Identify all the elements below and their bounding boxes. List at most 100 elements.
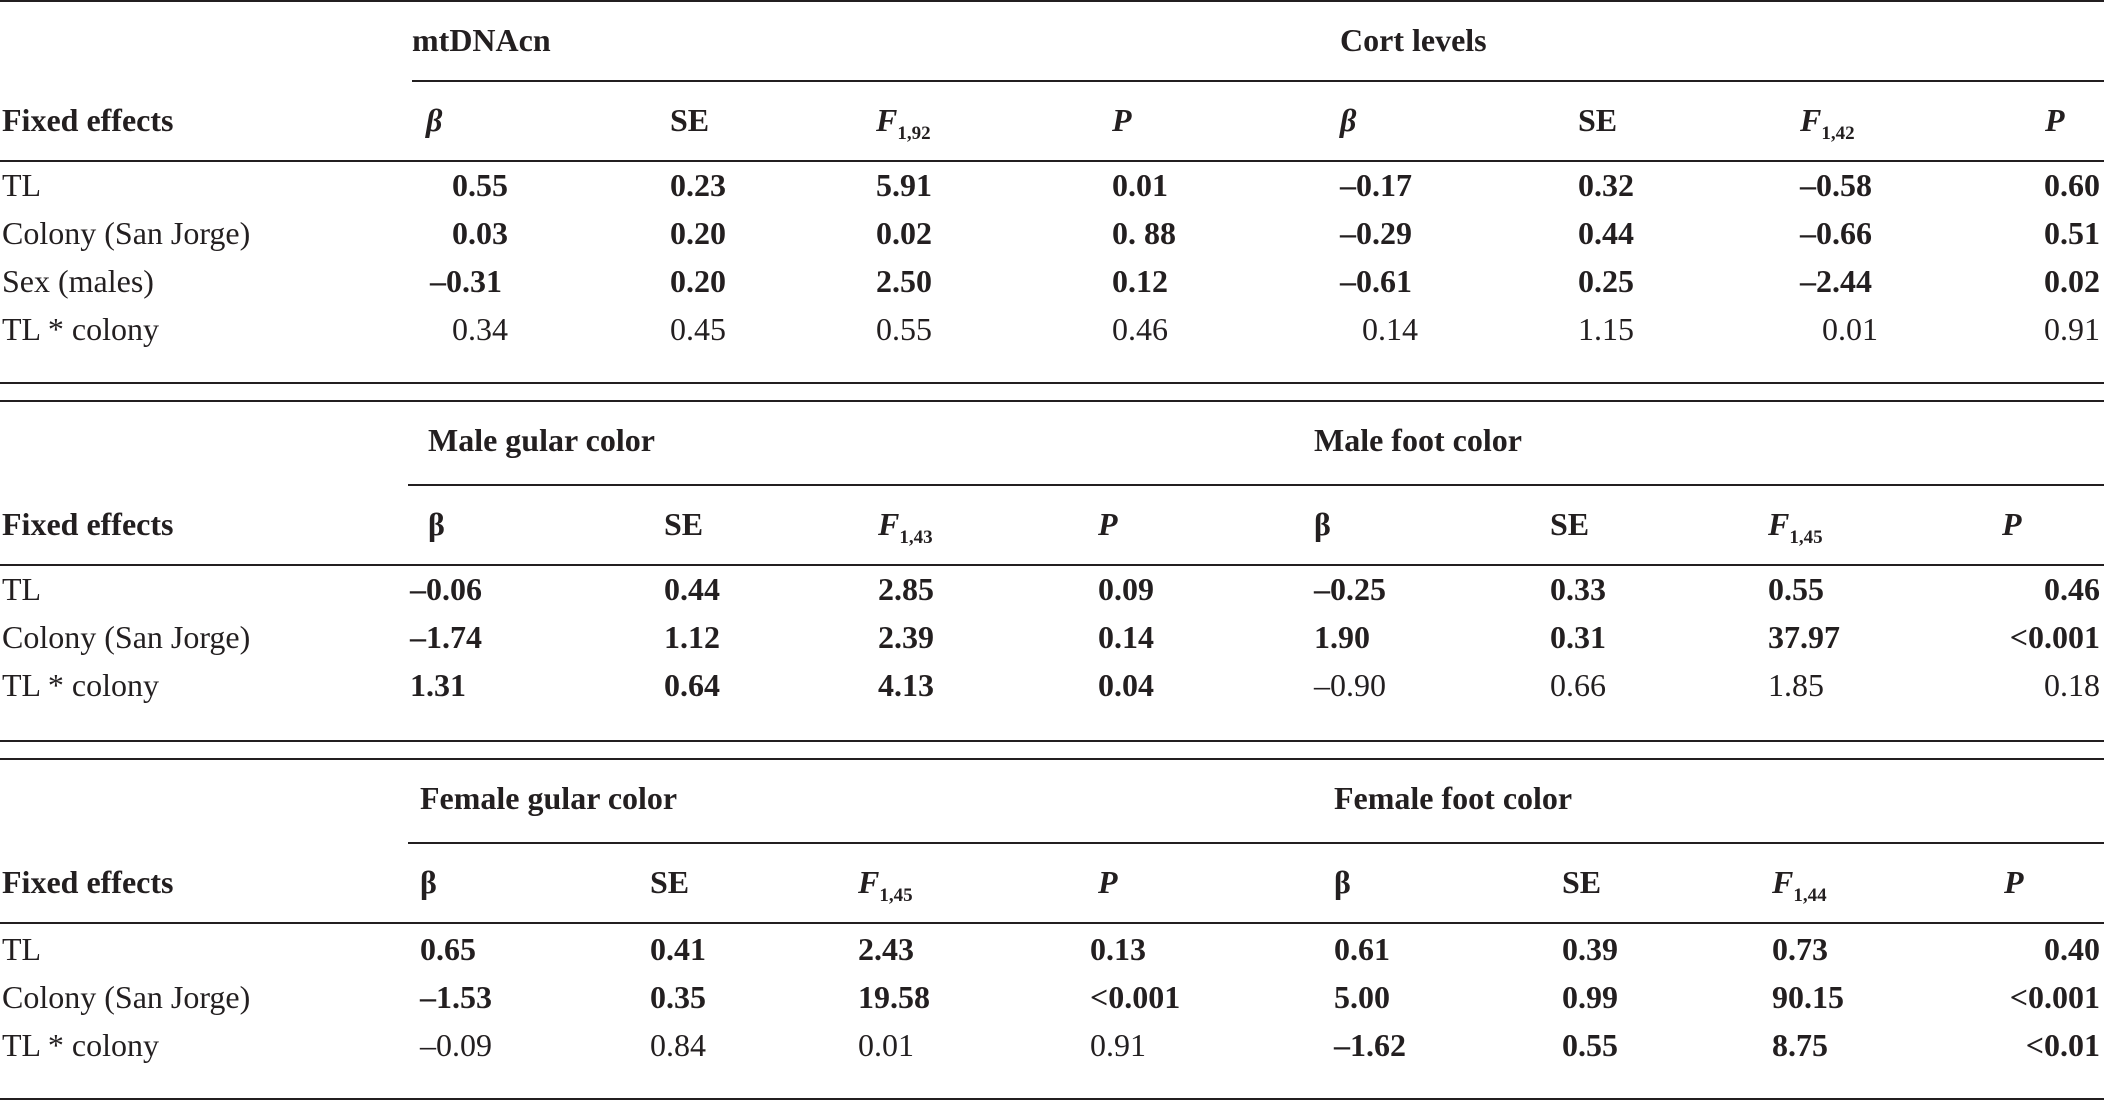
table-cell: 2.50 [876, 263, 932, 299]
column-header-label: SE [1562, 864, 1602, 900]
column-header-label: β [428, 506, 445, 542]
column-header-label: P [2002, 506, 2022, 542]
row-label: Sex (males) [2, 263, 154, 299]
column-header-label: SE [664, 506, 704, 542]
table-cell: 0.91 [1090, 1027, 1146, 1063]
row-header-label: Fixed effects [2, 102, 174, 138]
column-header-label: P [1112, 102, 1132, 138]
table-cell: 0.99 [1562, 979, 1618, 1015]
group-underline [408, 842, 2104, 844]
table-cell: –0.17 [1340, 167, 1412, 203]
column-header: SE [650, 862, 689, 902]
section-top-rule [0, 0, 2104, 2]
row-label: TL [2, 167, 42, 203]
column-header: F1,44 [1772, 862, 1827, 916]
table-cell: 5.91 [876, 167, 932, 203]
column-header-subscript: 1,45 [879, 885, 913, 906]
table-cell: 1.90 [1314, 619, 1370, 655]
table-cell: 0.12 [1112, 263, 1168, 299]
table-cell: 8.75 [1772, 1027, 1828, 1063]
column-header: SE [1550, 504, 1589, 544]
column-header: P [1112, 100, 1132, 140]
table-cell: –1.62 [1334, 1027, 1406, 1063]
column-header-label: F [1800, 102, 1822, 138]
column-header-subscript: 1,45 [1789, 527, 1823, 548]
table-cell: 0.45 [670, 311, 726, 347]
table-cell: 0.60 [2044, 167, 2100, 203]
table-cell: 2.85 [878, 571, 934, 607]
row-label: TL [2, 571, 42, 607]
column-header: P [2004, 862, 2024, 902]
column-header: F1,43 [878, 504, 933, 558]
table-cell: 0.34 [452, 311, 508, 347]
table-cell: 0.04 [1098, 667, 1154, 703]
table-cell: 0.44 [1578, 215, 1634, 251]
column-header-label: P [1098, 506, 1118, 542]
table-cell: 1.85 [1768, 667, 1824, 703]
table-cell: 0.14 [1362, 311, 1418, 347]
column-header: SE [664, 504, 703, 544]
column-header-label: F [1768, 506, 1790, 542]
table-cell: 0.84 [650, 1027, 706, 1063]
table-cell: 0.46 [1112, 311, 1168, 347]
group-header: Female gular color [420, 780, 678, 816]
table-cell: 0.25 [1578, 263, 1634, 299]
table-cell: 0.39 [1562, 931, 1618, 967]
group-header: Male gular color [428, 422, 655, 458]
table-cell: 0.73 [1772, 931, 1828, 967]
table-cell: 1.31 [410, 667, 466, 703]
table-cell: 0.61 [1334, 931, 1390, 967]
table-cell: 0.64 [664, 667, 720, 703]
table-cell: <0.001 [2009, 619, 2100, 655]
table-cell: <0.001 [2009, 979, 2100, 1015]
column-header-subscript: 1,42 [1821, 123, 1855, 144]
column-header-label: F [1772, 864, 1794, 900]
section-bottom-rule [0, 1098, 2104, 1100]
table-cell: 0.44 [664, 571, 720, 607]
column-header: β [1340, 100, 1356, 140]
row-label: Colony (San Jorge) [2, 619, 251, 655]
table-cell: –0.58 [1800, 167, 1872, 203]
table-cell: 0.40 [2044, 931, 2100, 967]
table-cell: 1.15 [1578, 311, 1634, 347]
table-cell: 5.00 [1334, 979, 1390, 1015]
column-header-label: F [876, 102, 898, 138]
table-cell: 4.13 [878, 667, 934, 703]
group-underline [408, 484, 2104, 486]
header-underline [0, 922, 2104, 924]
column-header: P [2045, 100, 2065, 140]
table-cell: –0.09 [420, 1027, 492, 1063]
column-header: F1,45 [1768, 504, 1823, 558]
table-cell: 0.35 [650, 979, 706, 1015]
table-cell: 0.31 [1550, 619, 1606, 655]
section-bottom-rule [0, 382, 2104, 384]
table-cell: 90.15 [1772, 979, 1844, 1015]
group-header: mtDNAcn [412, 22, 551, 58]
column-header: P [2002, 504, 2022, 544]
table-cell: 0.09 [1098, 571, 1154, 607]
table-cell: 0.55 [1562, 1027, 1618, 1063]
column-header-subscript: 1,92 [897, 123, 931, 144]
table-cell: 0.02 [2044, 263, 2100, 299]
column-header-label: SE [650, 864, 690, 900]
section-top-rule [0, 758, 2104, 760]
group-underline [412, 80, 2104, 82]
table-cell: 0.20 [670, 263, 726, 299]
table-cell: –1.53 [420, 979, 492, 1015]
table-cell: 1.12 [664, 619, 720, 655]
row-label: Colony (San Jorge) [2, 979, 251, 1015]
column-header-label: F [858, 864, 880, 900]
column-header: SE [1578, 100, 1617, 140]
table-cell: <0.01 [2025, 1027, 2100, 1063]
column-header-label: SE [670, 102, 710, 138]
table-cell: 0. 88 [1112, 215, 1176, 251]
table-cell: 0.01 [858, 1027, 914, 1063]
column-header: SE [670, 100, 709, 140]
column-header: β [428, 504, 445, 544]
group-header: Male foot color [1314, 422, 1522, 458]
column-header-label: SE [1550, 506, 1590, 542]
table-cell: –0.06 [410, 571, 482, 607]
column-header: β [1314, 504, 1331, 544]
table-cell: 19.58 [858, 979, 930, 1015]
column-header-label: P [2004, 864, 2024, 900]
